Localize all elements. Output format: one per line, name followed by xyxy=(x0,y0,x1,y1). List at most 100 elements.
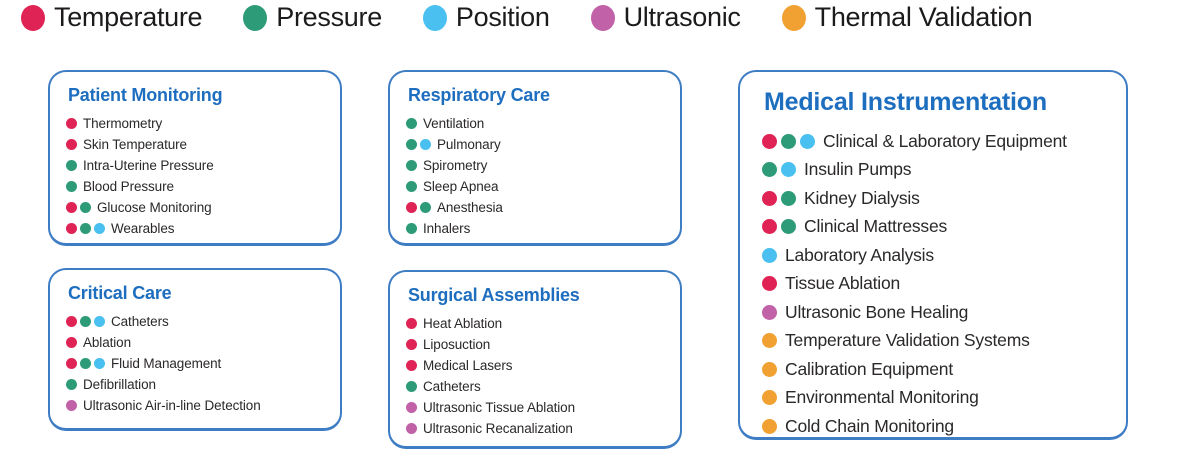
temperature-dot xyxy=(762,133,777,149)
item-label: Skin Temperature xyxy=(83,137,187,152)
pressure-dot xyxy=(80,223,91,234)
item-label: Clinical & Laboratory Equipment xyxy=(823,130,1067,151)
item-label: Pulmonary xyxy=(437,137,501,152)
list-item: Pulmonary xyxy=(406,134,664,155)
pressure-dot xyxy=(762,162,777,178)
ultrasonic-dot xyxy=(406,402,417,413)
item-label: Clinical Mattresses xyxy=(804,216,948,237)
list-item: Inhalers xyxy=(406,218,664,239)
item-label: Catheters xyxy=(423,379,481,394)
list-item: Clinical & Laboratory Equipment xyxy=(762,127,1104,156)
item-label: Ultrasonic Bone Healing xyxy=(785,301,969,322)
pressure-dot xyxy=(406,118,417,129)
pressure-dot xyxy=(80,316,91,327)
list-item: Ultrasonic Air-in-line Detection xyxy=(66,395,324,416)
card-respiratory-care: Respiratory Care Ventilation Pulmonary Spi… xyxy=(388,70,682,246)
card-surgical-assemblies: Surgical Assemblies Heat Ablation Liposuc… xyxy=(388,270,682,449)
item-label: Kidney Dialysis xyxy=(804,187,920,208)
ultrasonic-dot xyxy=(406,423,417,434)
item-label: Ultrasonic Air-in-line Detection xyxy=(83,398,261,413)
list-item: Ventilation xyxy=(406,113,664,134)
card-medical-instrumentation: Medical Instrumentation Clinical & Labor… xyxy=(738,70,1128,440)
card-items: Catheters Ablation Fluid Management Defibri… xyxy=(66,311,324,416)
thermal-dot xyxy=(762,361,777,377)
pressure-dot xyxy=(406,139,417,150)
item-label: Glucose Monitoring xyxy=(97,200,212,215)
list-item: Sleep Apnea xyxy=(406,176,664,197)
legend-label: Ultrasonic xyxy=(623,2,741,32)
item-label: Ultrasonic Tissue Ablation xyxy=(423,400,575,415)
temperature-dot xyxy=(406,360,417,371)
position-dot xyxy=(781,162,796,178)
temperature-dot xyxy=(406,202,417,213)
temperature-dot xyxy=(66,139,77,150)
legend-item-position: Position xyxy=(422,4,550,31)
list-item: Tissue Ablation xyxy=(762,270,1104,299)
pressure-dot xyxy=(420,202,431,213)
list-item: Thermometry xyxy=(66,113,324,134)
pressure-dot xyxy=(66,160,77,171)
item-label: Thermometry xyxy=(83,116,163,131)
list-item: Insulin Pumps xyxy=(762,156,1104,185)
card-title: Patient Monitoring xyxy=(68,85,223,105)
card-items: Ventilation Pulmonary Spirometry Sleep Apne… xyxy=(406,113,664,239)
thermal-dot xyxy=(781,4,806,31)
temperature-dot xyxy=(66,316,77,327)
list-item: Calibration Equipment xyxy=(762,355,1104,384)
list-item: Temperature Validation Systems xyxy=(762,327,1104,356)
temperature-dot xyxy=(66,358,77,369)
list-item: Spirometry xyxy=(406,155,664,176)
list-item: Glucose Monitoring xyxy=(66,197,324,218)
item-label: Insulin Pumps xyxy=(804,159,912,180)
item-label: Medical Lasers xyxy=(423,358,513,373)
item-label: Wearables xyxy=(111,221,175,236)
item-label: Catheters xyxy=(111,314,169,329)
item-label: Defibrillation xyxy=(83,377,156,392)
list-item: Kidney Dialysis xyxy=(762,184,1104,213)
list-item: Clinical Mattresses xyxy=(762,213,1104,242)
list-item: Wearables xyxy=(66,218,324,239)
item-label: Tissue Ablation xyxy=(785,273,901,294)
card-patient-monitoring: Patient Monitoring Thermometry Skin Tempe… xyxy=(48,70,342,246)
temperature-dot xyxy=(66,202,77,213)
pressure-dot xyxy=(781,190,796,206)
item-label: Cold Chain Monitoring xyxy=(785,415,954,436)
item-label: Ablation xyxy=(83,335,131,350)
legend-item-ultrasonic: Ultrasonic xyxy=(590,2,741,32)
list-item: Skin Temperature xyxy=(66,134,324,155)
pressure-dot xyxy=(66,181,77,192)
card-title: Respiratory Care xyxy=(408,85,550,105)
pressure-dot xyxy=(66,379,77,390)
list-item: Intra-Uterine Pressure xyxy=(66,155,324,176)
list-item: Catheters xyxy=(66,311,324,332)
pressure-dot xyxy=(406,181,417,192)
item-label: Spirometry xyxy=(423,158,488,173)
temperature-dot xyxy=(66,118,77,129)
pressure-dot xyxy=(406,223,417,234)
legend-label: Thermal Validation xyxy=(814,2,1033,32)
list-item: Ultrasonic Recanalization xyxy=(406,418,664,439)
list-item: Ablation xyxy=(66,332,324,353)
temperature-dot xyxy=(762,276,777,292)
item-label: Ultrasonic Recanalization xyxy=(423,421,573,436)
temperature-dot xyxy=(66,337,77,348)
card-title: Critical Care xyxy=(68,283,172,303)
card-items: Heat Ablation Liposuction Medical Lasers Ca… xyxy=(406,313,664,439)
list-item: Laboratory Analysis xyxy=(762,241,1104,270)
list-item: Liposuction xyxy=(406,334,664,355)
list-item: Anesthesia xyxy=(406,197,664,218)
item-label: Liposuction xyxy=(423,337,491,352)
legend-item-temperature: Temperature xyxy=(21,4,203,31)
item-label: Laboratory Analysis xyxy=(785,244,934,265)
item-label: Sleep Apnea xyxy=(423,179,499,194)
temperature-dot xyxy=(66,223,77,234)
list-item: Fluid Management xyxy=(66,353,324,374)
pressure-dot xyxy=(406,160,417,171)
temperature-dot xyxy=(406,339,417,350)
thermal-dot xyxy=(762,333,777,349)
legend-item-thermal: Thermal Validation xyxy=(781,2,1033,32)
pressure-dot xyxy=(243,4,268,31)
legend: Temperature Pressure Position Ultrasonic The… xyxy=(21,2,1033,32)
item-label: Fluid Management xyxy=(111,356,222,371)
